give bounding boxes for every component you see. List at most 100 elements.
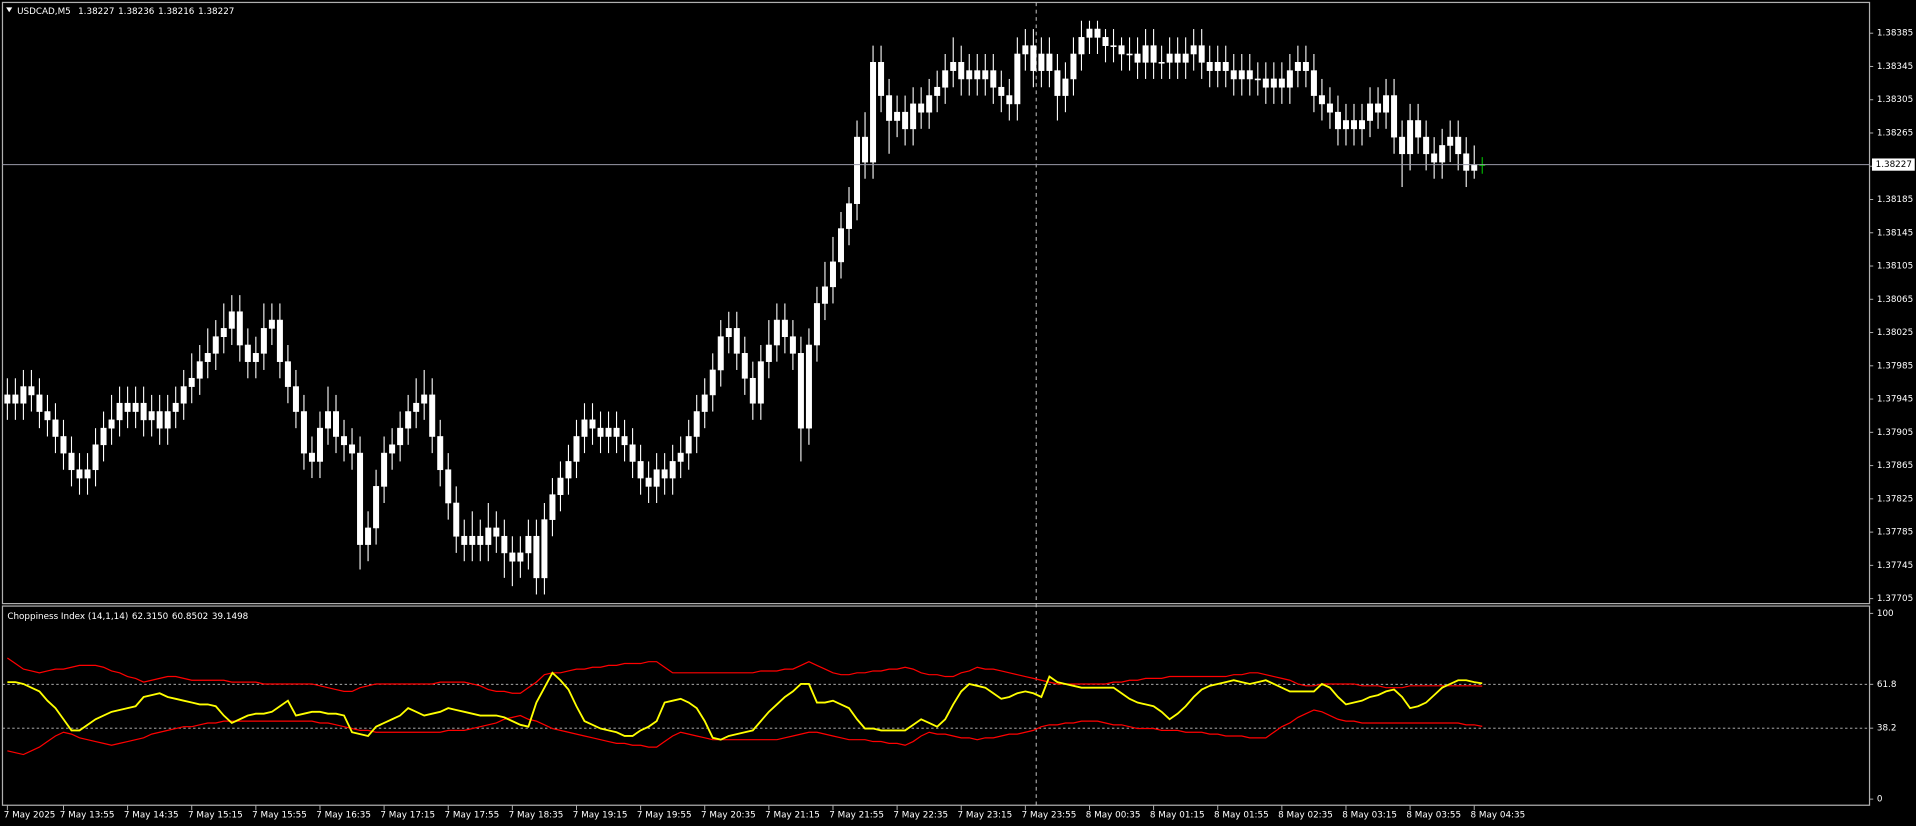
candle-body [1086, 28, 1093, 38]
y-tick-label: 1.38305 [1877, 95, 1913, 105]
candle-body [1134, 53, 1141, 63]
candle-body [1399, 136, 1406, 155]
candle-body [244, 344, 251, 362]
candle-body [108, 419, 115, 429]
indicator-value: 39.1498 [212, 611, 248, 621]
x-tick-label: 7 May 23:15 [958, 811, 1013, 821]
candle-body [966, 70, 973, 80]
candle-body [124, 402, 131, 412]
candle-body [1326, 103, 1333, 113]
candle-body [741, 353, 748, 379]
candle-body [1222, 62, 1229, 71]
candle-body [76, 469, 83, 479]
candle-body [1318, 95, 1325, 105]
candle-body [252, 353, 259, 362]
candle-body [1302, 62, 1309, 71]
candle-body [68, 452, 75, 471]
candle-body [1214, 62, 1221, 71]
x-tick-label: 7 May 17:55 [445, 811, 500, 821]
candle-body [886, 95, 893, 121]
candle-body [597, 427, 604, 437]
y-tick-label: 1.37745 [1877, 561, 1913, 571]
x-tick-label: 7 May 21:15 [765, 811, 820, 821]
x-tick-label: 7 May 23:55 [1022, 811, 1077, 821]
candle-body [12, 394, 19, 404]
x-tick-label: 8 May 01:55 [1214, 811, 1269, 821]
candle-body [950, 62, 957, 71]
x-tick-label: 8 May 00:35 [1086, 811, 1141, 821]
candle-body [204, 353, 211, 362]
candle-body [541, 519, 548, 579]
candle-body [212, 336, 219, 354]
y-tick-label: 1.37705 [1877, 594, 1913, 604]
candle-body [653, 469, 660, 487]
candle-body [902, 111, 909, 130]
candle-body [509, 552, 516, 562]
candle-body [316, 427, 323, 462]
y-tick-label: 1.38265 [1877, 128, 1913, 138]
candle-body [1206, 62, 1213, 71]
x-tick-label: 7 May 19:15 [573, 811, 628, 821]
candle-body [1054, 70, 1061, 96]
candle-body [725, 328, 732, 338]
x-tick-label: 8 May 03:15 [1342, 811, 1397, 821]
candle-body [693, 411, 700, 437]
x-tick-label: 8 May 02:35 [1278, 811, 1333, 821]
candle-body [1423, 136, 1430, 155]
candle-body [829, 261, 836, 288]
candle-body [148, 411, 155, 421]
candle-body [92, 444, 99, 471]
candle-body [485, 527, 492, 545]
candle-body [805, 344, 812, 429]
candle-body [172, 402, 179, 412]
candle-body [701, 394, 708, 412]
candle-body [1118, 45, 1125, 55]
price-header: USDCAD,M5 1.38227 1.38236 1.38216 1.38227 [17, 6, 234, 16]
indicator-header: Choppiness Index (14,1,14) 62.3150 60.8502… [7, 611, 248, 621]
candle-body [156, 411, 163, 429]
y-tick-label: 1.37985 [1877, 361, 1913, 371]
candle-body [1270, 78, 1277, 88]
candle-body [164, 411, 171, 429]
candle-body [1246, 70, 1253, 80]
current-price-box [1871, 158, 1915, 171]
ohlc-value: 1.38216 [158, 6, 195, 16]
candle-body [461, 535, 468, 545]
y-tick-label: 1.38065 [1877, 295, 1913, 305]
x-tick-label: 7 May 15:15 [188, 811, 243, 821]
indicator-name: Choppiness Index (14,1,14) [7, 611, 128, 621]
candle-body [749, 377, 756, 404]
candle-body [757, 361, 764, 404]
candle-body [493, 527, 500, 537]
y-tick-label: 38.2 [1877, 724, 1897, 734]
candle-body [613, 427, 620, 437]
x-tick-label: 7 May 13:55 [60, 811, 115, 821]
candle-body [1094, 28, 1101, 38]
candle-body [781, 319, 788, 338]
candle-body [1310, 70, 1317, 96]
y-tick-label: 1.37825 [1877, 494, 1913, 504]
candle-body [381, 452, 388, 487]
x-tick-label: 8 May 01:15 [1150, 811, 1205, 821]
y-tick-label: 1.37905 [1877, 428, 1913, 438]
candle-body [1262, 78, 1269, 88]
candle-body [4, 394, 11, 404]
candle-body [236, 311, 243, 346]
x-tick-label: 7 May 16:35 [316, 811, 371, 821]
menu-arrow[interactable] [6, 7, 13, 13]
candle-body [389, 444, 396, 454]
candle-body [20, 386, 27, 404]
candle-body [773, 319, 780, 346]
candle-body [28, 386, 35, 396]
candle-body [517, 552, 524, 562]
candle-body [132, 402, 139, 412]
candle-body [1238, 70, 1245, 80]
candle-body [958, 62, 965, 80]
candle-body [140, 402, 147, 421]
candle-body [846, 203, 853, 229]
candle-body [637, 461, 644, 479]
x-tick-label: 7 May 15:55 [252, 811, 307, 821]
candle-body [677, 452, 684, 462]
